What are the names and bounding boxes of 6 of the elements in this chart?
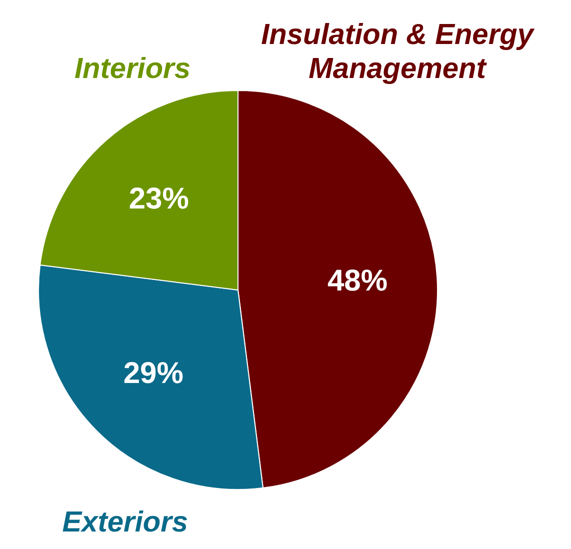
data-label: 23%: [128, 182, 189, 216]
slice-label: Insulation & Energy Management: [261, 19, 536, 85]
data-label: 48%: [327, 264, 388, 298]
data-label: 29%: [123, 356, 184, 390]
slice-label: Exteriors: [62, 506, 188, 538]
slice-label: Interiors: [74, 53, 190, 85]
